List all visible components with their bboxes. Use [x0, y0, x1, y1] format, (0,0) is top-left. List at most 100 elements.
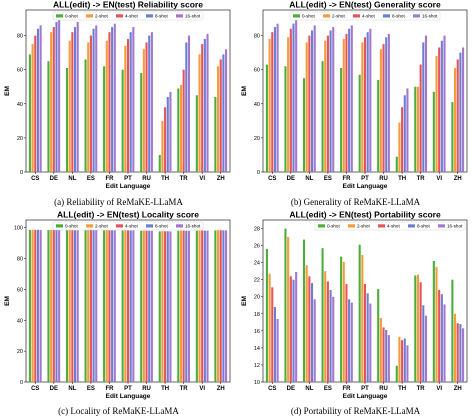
x-tick-label: DE	[287, 176, 295, 182]
chart-svg: ALL(edit) -> EN(test) Portability score 1…	[241, 210, 468, 400]
x-tick-label: FR	[342, 176, 351, 182]
caption-generality: (b) Generality of ReMaKE-LLaMA	[290, 197, 421, 207]
bar-de-16-shot	[295, 20, 298, 172]
x-tick-label: ZH	[454, 386, 462, 392]
bar-ru-16-shot	[387, 335, 390, 382]
bar-tr-2-shot	[416, 274, 420, 382]
bar-pt-4-shot	[363, 283, 367, 382]
chart-panel-locality: ALL(edit) -> EN(test) Locality score 0 20 4…	[0, 210, 237, 420]
bar-de-8-shot	[55, 230, 58, 382]
bar-vi-16-shot	[443, 304, 446, 382]
bar-fr-8-shot	[111, 27, 114, 173]
bar-fr-8-shot	[348, 28, 351, 173]
x-axis-label: Edit Language	[106, 183, 151, 190]
bar-th-4-shot	[164, 231, 167, 382]
bar-cs-8-shot	[36, 28, 39, 173]
bar-tr-4-shot	[182, 69, 185, 172]
y-tick-label: 28	[254, 227, 260, 233]
legend-swatch	[176, 224, 183, 228]
legend-swatch	[378, 224, 385, 228]
bar-th-0-shot	[158, 154, 161, 172]
y-tick-label: 10	[254, 380, 260, 386]
bar-cs-16-shot	[276, 318, 279, 382]
bar-pt-8-shot	[366, 293, 369, 382]
y-tick-label: 60	[254, 68, 260, 74]
legend-label: 16-shot	[422, 14, 438, 19]
bar-nl-0-shot	[65, 67, 69, 172]
x-tick-label: FR	[105, 176, 114, 182]
x-tick-label: RU	[379, 176, 388, 182]
x-tick-label: CS	[268, 176, 276, 182]
bar-tr-8-shot	[185, 230, 188, 382]
bar-pt-2-shot	[124, 45, 127, 172]
bar-cs-4-shot	[34, 229, 37, 382]
bar-es-2-shot	[87, 42, 90, 173]
bar-fr-0-shot	[103, 66, 106, 172]
bar-ru-2-shot	[379, 318, 382, 382]
bar-fr-2-shot	[342, 38, 345, 173]
x-tick-label: ZH	[217, 176, 225, 182]
legend-swatch	[318, 224, 325, 228]
legend-label: 8-shot	[155, 14, 168, 19]
caption-portability: (d) Portability of ReMaKE-LLaMA	[290, 406, 421, 416]
bar-zh-8-shot	[459, 324, 462, 382]
x-tick-label: PT	[361, 176, 369, 182]
bar-tr-4-shot	[182, 230, 185, 382]
bar-th-2-shot	[161, 120, 164, 172]
bar-ru-8-shot	[148, 35, 151, 172]
y-tick-label: 80	[254, 34, 260, 40]
bar-nl-0-shot	[302, 239, 306, 382]
legend-swatch	[323, 14, 330, 18]
y-tick-label: 80	[17, 34, 23, 40]
bar-pt-0-shot	[121, 230, 124, 382]
legend-swatch	[293, 14, 300, 18]
bar-th-16-shot	[169, 231, 172, 382]
y-tick-label: 20	[17, 349, 23, 355]
bar-de-2-shot	[50, 32, 53, 172]
legend-swatch	[56, 224, 63, 228]
legend-label: 16-shot	[447, 224, 463, 229]
bar-de-16-shot	[58, 18, 61, 172]
bar-es-8-shot	[329, 30, 332, 172]
x-tick-label: ES	[87, 386, 95, 392]
x-tick-label: FR	[105, 386, 114, 392]
bar-zh-0-shot	[214, 230, 217, 382]
y-tick-label: 20	[17, 136, 23, 142]
bar-cs-16-shot	[39, 25, 42, 173]
bar-de-16-shot	[58, 230, 61, 382]
bar-ru-16-shot	[387, 33, 390, 172]
bar-tr-16-shot	[187, 230, 191, 382]
y-axis-label: EM	[241, 296, 248, 306]
chart-title: ALL(edit) -> EN(test) Generality score	[289, 0, 441, 10]
bar-cs-0-shot	[28, 230, 31, 382]
bar-tr-2-shot	[179, 230, 183, 382]
legend-swatch	[383, 14, 390, 18]
y-tick-label: 60	[17, 287, 23, 293]
bar-ru-8-shot	[385, 329, 388, 382]
y-axis-label: EM	[241, 86, 248, 96]
y-tick-label: 40	[17, 102, 23, 108]
y-tick-label: 20	[254, 136, 260, 142]
bar-zh-16-shot	[462, 47, 465, 172]
x-tick-label: TH	[161, 386, 169, 392]
bar-ru-0-shot	[140, 230, 143, 382]
bar-cs-2-shot	[31, 44, 34, 172]
x-tick-label: ZH	[454, 176, 462, 182]
bar-th-16-shot	[406, 88, 409, 172]
x-tick-label: TR	[180, 176, 189, 182]
bar-es-16-shot	[95, 230, 98, 382]
legend-swatch	[438, 224, 445, 228]
bar-zh-2-shot	[454, 313, 457, 382]
bar-ru-8-shot	[148, 230, 151, 382]
bar-th-4-shot	[401, 340, 404, 382]
caption-locality: (c) Locality of ReMaKE-LLaMA	[58, 406, 179, 416]
x-tick-label: DE	[50, 176, 58, 182]
chart-title: ALL(edit) -> EN(test) Locality score	[57, 210, 199, 220]
bar-ru-2-shot	[379, 49, 382, 172]
x-tick-label: PT	[124, 176, 132, 182]
bar-de-4-shot	[52, 230, 55, 382]
x-tick-label: DE	[50, 386, 58, 392]
legend-swatch	[146, 224, 153, 228]
x-tick-label: VI	[199, 386, 205, 392]
bar-nl-2-shot	[68, 40, 71, 173]
